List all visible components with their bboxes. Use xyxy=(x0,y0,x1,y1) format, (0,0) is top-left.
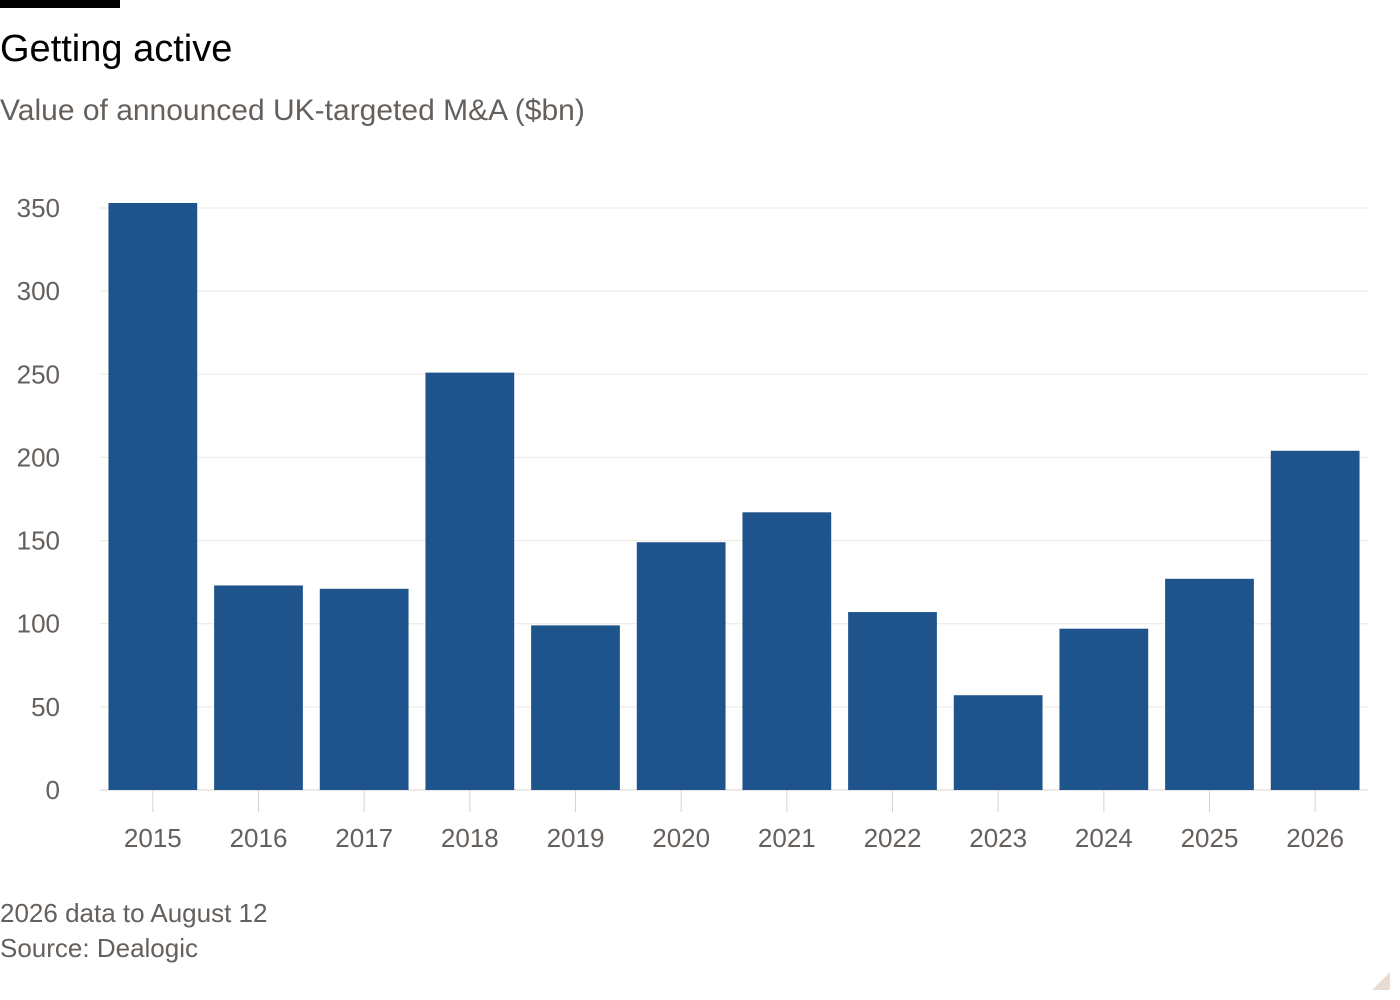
corner-mark xyxy=(1372,972,1390,990)
chart-note: 2026 data to August 12 xyxy=(0,898,268,928)
x-axis-ticks: 2015 2016 2017 2018 2019 2020 2021 2022 2023 2024… xyxy=(124,790,1344,853)
top-rule xyxy=(0,0,120,8)
bar-2024 xyxy=(1059,628,1149,790)
chart-subtitle: Value of announced UK-targeted M&A ($bn) xyxy=(0,94,585,127)
bar-2019 xyxy=(531,625,620,790)
x-tick-label: 2015 xyxy=(124,823,182,853)
y-tick-label: 250 xyxy=(17,359,60,389)
bars xyxy=(108,203,1360,791)
y-tick-label: 100 xyxy=(17,609,60,639)
x-tick-label: 2021 xyxy=(758,823,816,853)
chart-source: Source: Dealogic xyxy=(0,933,198,963)
x-tick-label: 2026 xyxy=(1286,823,1344,853)
x-tick-label: 2023 xyxy=(969,823,1027,853)
y-tick-label: 50 xyxy=(31,692,60,722)
x-tick-label: 2019 xyxy=(547,823,605,853)
x-tick-label: 2017 xyxy=(335,823,393,853)
gridlines xyxy=(100,207,1368,791)
bar-2021 xyxy=(742,512,832,790)
x-tick-label: 2016 xyxy=(230,823,288,853)
chart-title: Getting active xyxy=(0,28,233,70)
bar-2023 xyxy=(953,695,1043,790)
bar-2020 xyxy=(636,542,726,790)
x-tick-label: 2024 xyxy=(1075,823,1133,853)
bar-2018 xyxy=(425,372,515,790)
y-tick-label: 300 xyxy=(17,276,60,306)
y-tick-label: 150 xyxy=(17,526,60,556)
x-tick-label: 2018 xyxy=(441,823,499,853)
bar-2022 xyxy=(848,612,937,790)
bar-2017 xyxy=(319,588,409,790)
bar-2015 xyxy=(108,203,198,791)
x-tick-label: 2022 xyxy=(864,823,922,853)
bar-2026 xyxy=(1270,450,1360,790)
x-tick-label: 2020 xyxy=(652,823,710,853)
bar-2016 xyxy=(214,585,303,790)
y-axis-ticks: 0 50 100 150 200 250 300 350 xyxy=(17,193,60,805)
y-tick-label: 350 xyxy=(17,193,60,223)
y-tick-label: 0 xyxy=(46,775,60,805)
x-tick-label: 2025 xyxy=(1181,823,1239,853)
y-tick-label: 200 xyxy=(17,442,60,472)
bar-2025 xyxy=(1165,578,1254,790)
